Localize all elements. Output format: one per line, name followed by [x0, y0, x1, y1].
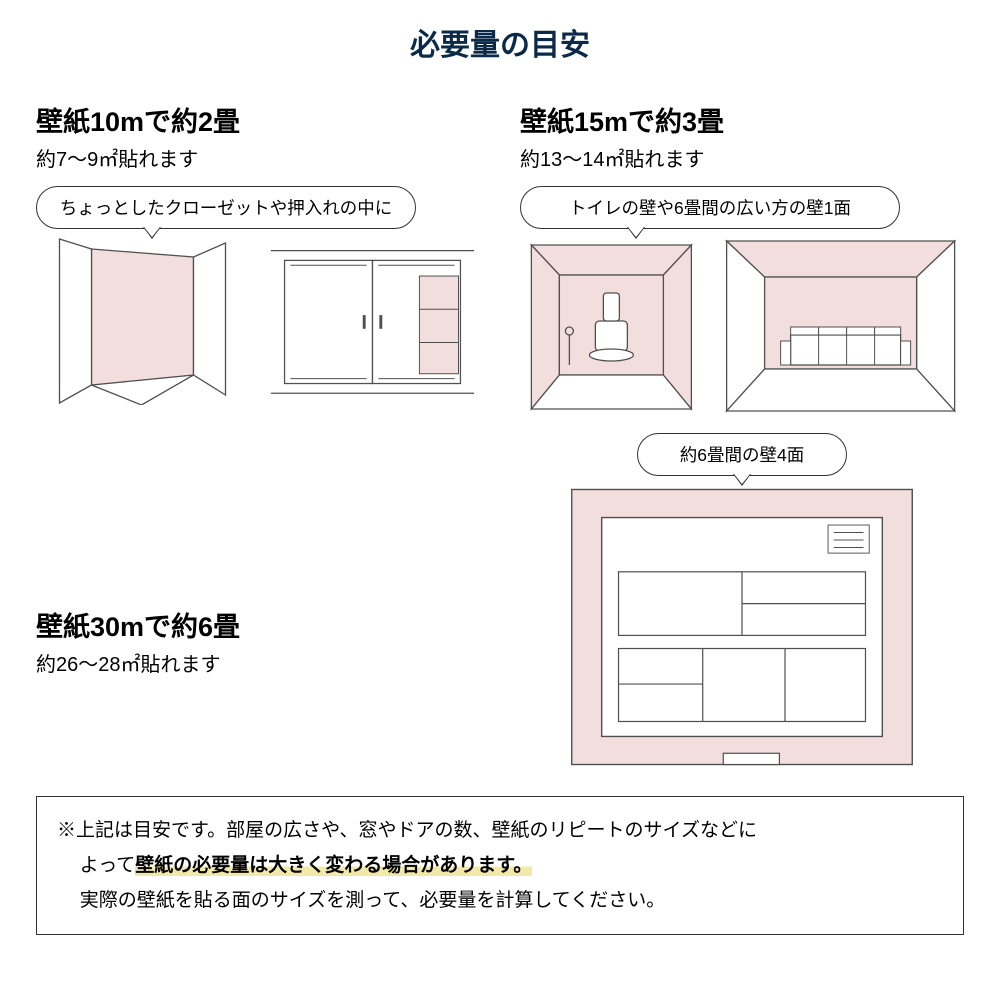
illus-oshiire	[265, 235, 480, 405]
section-sub-30m: 約26〜28㎡貼れます	[36, 648, 480, 677]
illus-room-wall	[717, 235, 964, 415]
illus-toilet	[520, 235, 703, 415]
section-sub-15m: 約13〜14㎡貼れます	[520, 143, 964, 172]
section-30m: 壁紙30mで約6畳 約26〜28㎡貼れます	[36, 433, 480, 772]
bubble-15m: トイレの壁や6畳間の広い方の壁1面	[520, 186, 900, 229]
illus-row-10m	[36, 235, 480, 405]
note-highlight: 壁紙の必要量は大きく変わる場合があります。	[135, 855, 532, 876]
bubble-10m: ちょっとしたクローゼットや押入れの中に	[36, 186, 416, 229]
section-10m: 壁紙10mで約2畳 約7〜9㎡貼れます ちょっとしたクローゼットや押入れの中に	[36, 100, 480, 415]
page-title: 必要量の目安	[36, 20, 964, 64]
section-heading-15m: 壁紙15mで約3畳	[520, 100, 964, 139]
section-heading-30m: 壁紙30mで約6畳	[36, 605, 480, 644]
note-line-1: ※上記は目安です。部屋の広さや、窓やドアの数、壁紙のリピートのサイズなどに	[57, 813, 943, 848]
note-box: ※上記は目安です。部屋の広さや、窓やドアの数、壁紙のリピートのサイズなどに よっ…	[36, 796, 964, 935]
illus-closet	[36, 235, 251, 405]
note-line-2: よって壁紙の必要量は大きく変わる場合があります。	[57, 848, 943, 883]
bubble-30m: 約6畳間の壁4面	[637, 433, 847, 476]
section-15m: 壁紙15mで約3畳 約13〜14㎡貼れます トイレの壁や6畳間の広い方の壁1面	[520, 100, 964, 415]
note-line-2-prefix: よって	[80, 855, 135, 876]
illus-room-plan	[520, 482, 964, 772]
section-sub-10m: 約7〜9㎡貼れます	[36, 143, 480, 172]
illus-row-15m	[520, 235, 964, 415]
sections-grid: 壁紙10mで約2畳 約7〜9㎡貼れます ちょっとしたクローゼットや押入れの中に	[36, 100, 964, 772]
section-30m-illus: 約6畳間の壁4面	[520, 433, 964, 772]
section-heading-10m: 壁紙10mで約2畳	[36, 100, 480, 139]
note-line-3: 実際の壁紙を貼る面のサイズを測って、必要量を計算してください。	[57, 883, 943, 918]
